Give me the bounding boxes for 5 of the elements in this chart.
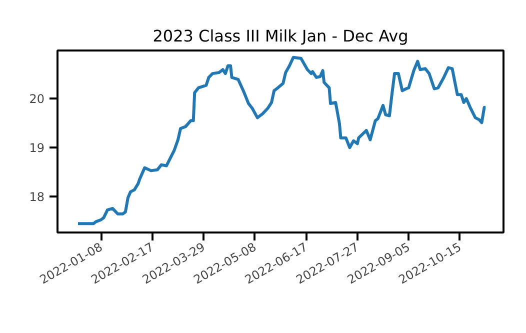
line-series (76, 56, 488, 226)
chart-title: 2023 Class III Milk Jan - Dec Avg (152, 26, 408, 46)
y-tick-label: 19 (29, 141, 45, 156)
y-tick-label: 20 (29, 92, 45, 106)
y-tick-label: 18 (29, 190, 45, 204)
